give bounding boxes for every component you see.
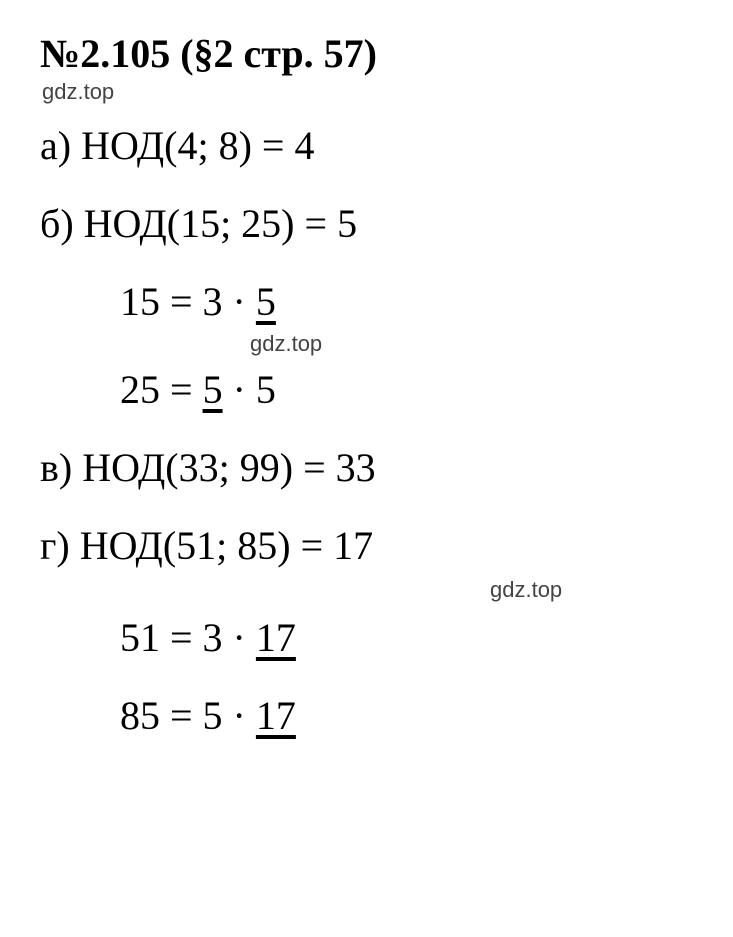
problem-b: б) НОД(15; 25) = 5: [40, 199, 693, 249]
problem-a: а) НОД(4; 8) = 4: [40, 121, 693, 171]
label-v: в): [40, 445, 72, 490]
args-a: (4; 8): [164, 123, 252, 168]
work-g-1-left: 51 = 3 ·: [120, 615, 256, 660]
work-g-2-underline: 17: [256, 693, 296, 738]
result-a: 4: [294, 123, 314, 168]
watermark-bottom: gdz.top: [490, 577, 693, 603]
work-b-2-right: · 5: [223, 367, 276, 412]
problem-title: №2.105 (§2 стр. 57): [40, 30, 693, 77]
work-g-2: 85 = 5 · 17: [120, 691, 693, 741]
args-g: (51; 85): [163, 523, 291, 568]
func-a: НОД: [81, 123, 164, 168]
label-g: г): [40, 523, 70, 568]
watermark-top: gdz.top: [42, 79, 693, 105]
args-b: (15; 25): [167, 201, 295, 246]
work-b-1-left: 15 = 3 ·: [120, 279, 256, 324]
work-g-1: 51 = 3 · 17: [120, 613, 693, 663]
args-v: (33; 99): [165, 445, 293, 490]
watermark-middle: gdz.top: [250, 331, 693, 357]
work-b-1: 15 = 3 · 5: [120, 277, 693, 327]
problem-v: в) НОД(33; 99) = 33: [40, 443, 693, 493]
work-b-2-left: 25 =: [120, 367, 203, 412]
work-g-2-left: 85 = 5 ·: [120, 693, 256, 738]
func-b: НОД: [84, 201, 167, 246]
func-g: НОД: [80, 523, 163, 568]
work-b-2-underline: 5: [203, 367, 223, 412]
func-v: НОД: [82, 445, 165, 490]
work-g-1-underline: 17: [256, 615, 296, 660]
label-b: б): [40, 201, 74, 246]
result-v: 33: [336, 445, 376, 490]
work-b-2: 25 = 5 · 5: [120, 365, 693, 415]
result-b: 5: [337, 201, 357, 246]
label-a: а): [40, 123, 71, 168]
result-g: 17: [333, 523, 373, 568]
problem-g: г) НОД(51; 85) = 17: [40, 521, 693, 571]
work-b-1-underline: 5: [256, 279, 276, 324]
